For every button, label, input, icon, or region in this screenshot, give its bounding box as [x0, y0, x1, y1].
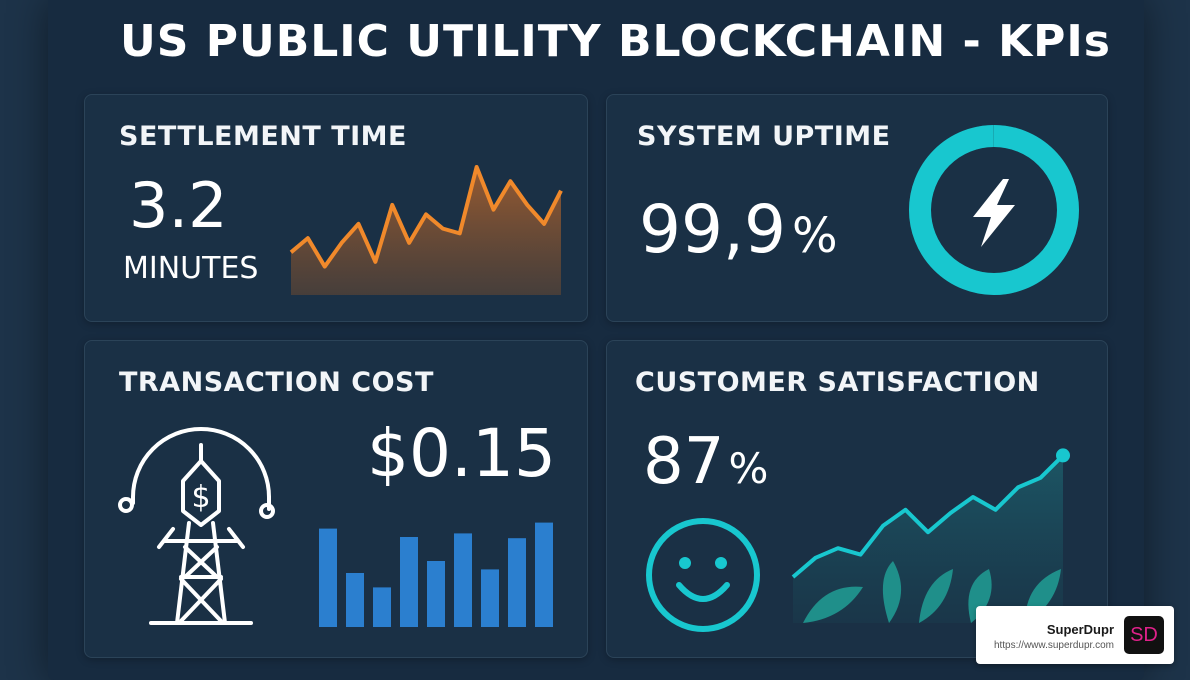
transaction-cost-card: TRANSACTION COST $0.15 $ [84, 340, 588, 658]
cost-bar [373, 587, 391, 627]
cost-bar [454, 533, 472, 627]
transaction-cost-bar-chart [319, 522, 553, 627]
cost-bar [481, 569, 499, 627]
cost-bar [319, 528, 337, 627]
settlement-time-unit: MINUTES [123, 251, 259, 286]
system-uptime-value: 99,9 [639, 191, 786, 268]
customer-satisfaction-value: 87 [643, 425, 725, 499]
trend-line [791, 453, 1065, 579]
sparkline-area [291, 167, 561, 295]
trend-end-dot [1056, 448, 1070, 463]
watermark-name: SuperDupr [1046, 622, 1114, 637]
customer-satisfaction-value-row: 87% [643, 425, 768, 499]
settlement-time-card: SETTLEMENT TIME 3.2 MINUTES [84, 94, 588, 322]
satisfaction-trend-chart [791, 448, 1070, 623]
power-tower-dollar-icon: $ [118, 427, 275, 625]
system-uptime-title: SYSTEM UPTIME [637, 121, 891, 152]
superdupr-logo: SD [1124, 616, 1164, 654]
cost-bar [427, 561, 445, 627]
uptime-ring-fill [909, 125, 1079, 295]
customer-satisfaction-unit: % [728, 444, 769, 493]
svg-text:$: $ [191, 480, 210, 515]
system-uptime-value-row: 99,9% [639, 191, 838, 268]
cost-bar [508, 538, 526, 627]
system-uptime-unit: % [791, 208, 838, 264]
settlement-sparkline [289, 165, 563, 295]
transaction-cost-title: TRANSACTION COST [119, 367, 434, 398]
smiley-face-icon [646, 518, 760, 632]
lightning-bolt-icon [973, 179, 1015, 247]
sparkline-line [289, 165, 563, 269]
uptime-ring-gauge [909, 125, 1079, 295]
system-uptime-card: SYSTEM UPTIME 99,9% [606, 94, 1108, 322]
page-title: US PUBLIC UTILITY BLOCKCHAIN - KPIs [120, 16, 1111, 67]
transaction-cost-value: $0.15 [367, 415, 556, 492]
cost-bar [400, 537, 418, 627]
watermark-url: https://www.superdupr.com [993, 640, 1114, 651]
settlement-time-value: 3.2 [129, 169, 228, 242]
superdupr-watermark[interactable]: SuperDupr https://www.superdupr.com SD [976, 606, 1174, 664]
settlement-time-title: SETTLEMENT TIME [119, 121, 407, 152]
trend-area [793, 455, 1063, 623]
cost-bar [535, 522, 553, 627]
customer-satisfaction-title: CUSTOMER SATISFACTION [635, 367, 1040, 398]
cost-bar [346, 573, 364, 627]
